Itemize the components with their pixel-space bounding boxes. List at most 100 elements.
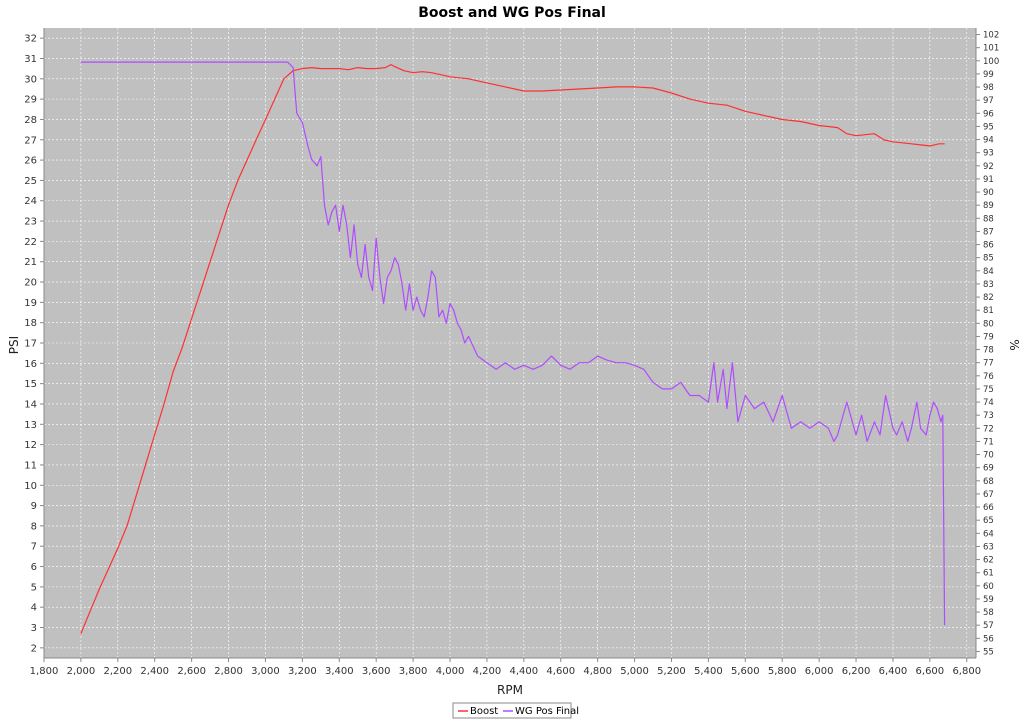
- y2-tick-label: 90: [983, 188, 994, 198]
- y-tick-label: 27: [24, 135, 37, 146]
- y-tick-label: 2: [31, 643, 37, 654]
- x-tick-label: 2,400: [140, 666, 169, 677]
- x-tick-label: 2,600: [177, 666, 206, 677]
- series-line-boost: [80, 63, 945, 634]
- y2-tick-label: 70: [983, 451, 994, 461]
- x-tick-label: 3,000: [251, 666, 280, 677]
- x-tick-label: 5,600: [731, 666, 760, 677]
- y2-tick-label: 57: [983, 621, 994, 631]
- y-tick-label: 3: [31, 623, 37, 634]
- y2-tick-label: 92: [983, 162, 994, 172]
- y-tick-label: 10: [24, 481, 37, 492]
- y2-tick-label: 58: [983, 608, 994, 618]
- y-tick-label: 31: [24, 54, 37, 65]
- x-tick-label: 4,600: [546, 666, 575, 677]
- y-tick-label: 4: [31, 603, 37, 614]
- y-tick-label: 7: [31, 542, 37, 553]
- y2-tick-label: 86: [983, 241, 994, 251]
- legend: Boost WG Pos Final: [452, 702, 579, 719]
- y2-tick-label: 82: [983, 293, 994, 303]
- y2-tick-label: 69: [983, 464, 994, 474]
- y2-tick-label: 73: [983, 411, 994, 421]
- x-tick-label: 4,800: [583, 666, 612, 677]
- grid-lines: [43, 28, 976, 658]
- series-layer: [80, 61, 946, 634]
- x-tick-label: 6,800: [952, 666, 981, 677]
- x-tick-label: 3,400: [325, 666, 354, 677]
- x-tick-label: 3,800: [399, 666, 428, 677]
- y2-tick-label: 98: [983, 83, 994, 93]
- y2-tick-label: 65: [983, 516, 994, 526]
- y2-tick-label: 66: [983, 503, 994, 513]
- y2-tick-label: 102: [983, 31, 999, 41]
- y2-tick-label: 83: [983, 280, 994, 290]
- y2-tick-label: 75: [983, 385, 994, 395]
- y-axis-label: PSI: [7, 336, 21, 354]
- y-tick-label: 32: [24, 34, 37, 45]
- y2-tick-label: 62: [983, 556, 994, 566]
- y2-tick-label: 56: [983, 634, 994, 644]
- y2-tick-label: 78: [983, 346, 994, 356]
- x-tick-label: 5,800: [768, 666, 797, 677]
- chart-title: Boost and WG Pos Final: [418, 5, 606, 21]
- x-tick-label: 5,200: [657, 666, 686, 677]
- y2-tick-label: 76: [983, 372, 994, 382]
- y-tick-label: 21: [24, 257, 37, 268]
- y2-tick-label: 67: [983, 490, 994, 500]
- x-tick-label: 6,600: [916, 666, 945, 677]
- y2-tick-label: 89: [983, 201, 994, 211]
- y-tick-label: 29: [24, 95, 37, 106]
- y-tick-label: 11: [24, 460, 37, 471]
- x-axis-label: RPM: [497, 683, 523, 697]
- y-tick-label: 18: [24, 318, 37, 329]
- y-tick-label: 17: [24, 339, 37, 350]
- axes: 1,800 2,000 2,200 2,400 2,600 2,800 3,000 3,200…: [24, 28, 999, 677]
- y-tick-label: 12: [24, 440, 37, 451]
- x-tick-label: 5,400: [694, 666, 723, 677]
- y-tick-label: 30: [24, 74, 37, 85]
- y2-tick-label: 97: [983, 96, 994, 106]
- y2-tick-label: 55: [983, 647, 994, 657]
- y2-tick-label: 94: [983, 136, 994, 146]
- y-tick-label: 19: [24, 298, 37, 309]
- y2-tick-label: 68: [983, 477, 994, 487]
- x-tick-label: 2,200: [104, 666, 133, 677]
- x-tick-label: 2,800: [214, 666, 243, 677]
- y2-tick-label: 74: [983, 398, 994, 408]
- x-tick-label: 4,000: [436, 666, 465, 677]
- x-tick-label: 6,200: [842, 666, 871, 677]
- y2-tick-label: 85: [983, 254, 994, 264]
- y-tick-label: 24: [24, 196, 37, 207]
- y-tick-label: 26: [24, 156, 37, 167]
- x-tick-label: 1,800: [30, 666, 59, 677]
- y-tick-label: 22: [24, 237, 37, 248]
- series-line-wg-pos-final: [80, 61, 946, 626]
- y-tick-label: 14: [24, 399, 37, 410]
- y2-tick-label: 93: [983, 149, 994, 159]
- x-tick-label: 4,400: [510, 666, 539, 677]
- y2-tick-label: 80: [983, 319, 994, 329]
- y2-tick-label: 87: [983, 227, 994, 237]
- y2-tick-label: 77: [983, 359, 994, 369]
- y-tick-label: 28: [24, 115, 37, 126]
- y2-tick-label: 64: [983, 529, 994, 539]
- x-tick-label: 4,200: [473, 666, 502, 677]
- y2-tick-label: 63: [983, 542, 994, 552]
- y2-axis-label: %: [1007, 339, 1021, 350]
- y-tick-label: 23: [24, 217, 37, 228]
- y-tick-label: 8: [31, 521, 37, 532]
- y2-tick-label: 59: [983, 595, 994, 605]
- y2-tick-label: 84: [983, 267, 994, 277]
- y2-tick-label: 100: [983, 57, 999, 67]
- x-tick-label: 3,600: [362, 666, 391, 677]
- y-tick-label: 25: [24, 176, 37, 187]
- x-tick-label: 6,400: [879, 666, 908, 677]
- y-tick-label: 13: [24, 420, 37, 431]
- y2-tick-label: 96: [983, 109, 994, 119]
- y-tick-label: 5: [31, 582, 37, 593]
- x-tick-label: 5,000: [620, 666, 649, 677]
- y2-tick-label: 60: [983, 582, 994, 592]
- y2-tick-label: 99: [983, 70, 994, 80]
